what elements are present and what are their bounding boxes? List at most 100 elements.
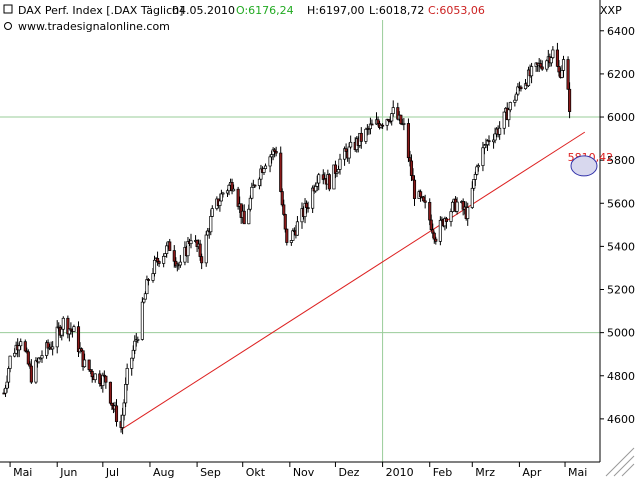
y-tick-label: 5000 (607, 327, 635, 340)
candle-body (561, 59, 566, 71)
candle-body (408, 157, 412, 162)
header-date: 04.05.2010 (172, 4, 235, 17)
candle-body (200, 256, 204, 264)
candle-body (253, 184, 257, 187)
trendline-layer (120, 131, 586, 431)
header-open: O:6176,24 (236, 4, 294, 17)
candles (2, 42, 572, 435)
candle-body (450, 201, 455, 212)
candle-body (146, 279, 150, 281)
x-axis-ticks: Mai Jun Jul Aug Sep Okt Nov Dez 2010 Feb Mrz Apr Mai (9, 462, 587, 479)
x-tick-label: Jul (105, 466, 119, 479)
candle-body (13, 352, 17, 357)
candle-body (104, 375, 108, 383)
candle-body (221, 192, 225, 195)
candle-body (412, 179, 417, 199)
candle-body (5, 381, 9, 389)
candle-body (262, 168, 266, 173)
candle-body (530, 66, 534, 77)
candle-body (122, 402, 126, 416)
y-tick-label: 5200 (607, 284, 635, 297)
candle-body (344, 148, 348, 152)
candle-body (280, 191, 284, 206)
candle-body (227, 184, 231, 192)
candle-body (555, 49, 559, 67)
candle-body (551, 49, 555, 59)
candle-body (61, 317, 65, 330)
candle-body (189, 240, 193, 244)
candle-body (449, 211, 453, 222)
candle-body (218, 200, 222, 206)
candle-body (34, 360, 38, 383)
candle-body (466, 207, 470, 219)
candle-body (168, 241, 172, 251)
candle-body (51, 346, 55, 350)
candle-body (125, 368, 129, 385)
candle-body (402, 123, 406, 125)
candle-body (481, 147, 485, 166)
candle-body (143, 293, 147, 300)
candle-body (29, 365, 33, 383)
candle-body (423, 200, 427, 203)
candle-body (26, 351, 30, 365)
grip-line (613, 455, 635, 477)
annotation-layer: 5810,42 (568, 151, 613, 177)
grip-line (621, 463, 635, 477)
candle-body (473, 173, 477, 180)
candle-body (157, 261, 161, 264)
candle-body (136, 339, 140, 341)
gridlines (0, 20, 600, 462)
x-tick-label: Mai (13, 466, 32, 479)
candle-body (145, 279, 149, 295)
candle-body (274, 151, 278, 154)
candle-body (219, 193, 223, 202)
candle-body (568, 88, 572, 112)
candle-body (399, 114, 403, 125)
candle-body (370, 123, 374, 126)
candle-body (390, 113, 394, 122)
candle-body (406, 123, 410, 159)
x-tick-label: Apr (522, 466, 542, 479)
candle-body (83, 359, 87, 368)
candle-body (209, 216, 213, 233)
candle-body (151, 273, 155, 281)
y-axis-ticks: 4600 4800 5000 5200 5400 5600 5800 6000 6200 6400 (600, 25, 635, 426)
candle-body (498, 127, 502, 135)
candle-body (178, 261, 182, 266)
candle-body (476, 165, 480, 168)
x-tick-label: 2010 (386, 466, 414, 479)
copyright-icon (4, 22, 12, 30)
candle-body (315, 182, 319, 187)
candle-body (40, 355, 44, 359)
candle-body (268, 156, 272, 167)
candle-body (540, 66, 544, 70)
candle-body (475, 166, 479, 175)
candle-body (557, 65, 561, 73)
candle-body (263, 165, 268, 169)
candle-body (508, 102, 512, 111)
trendline-handle-marker (570, 155, 598, 177)
candle-body (165, 245, 169, 254)
candle-body (419, 191, 423, 198)
header-low: L:6018,72 (369, 4, 424, 17)
candle-body (295, 221, 299, 236)
candle-body (93, 373, 97, 381)
candle-body (131, 349, 135, 359)
candle-body (172, 250, 176, 262)
x-tick-label: Feb (433, 466, 452, 479)
candle-body (317, 174, 321, 184)
header-close: C:6053,06 (428, 4, 485, 17)
y-tick-label: 5600 (607, 197, 635, 210)
candle-body (204, 234, 208, 264)
candle-body (566, 59, 570, 90)
candle-body (336, 169, 341, 173)
candle-body (163, 253, 167, 257)
candle-body (502, 111, 506, 129)
grip-line (605, 447, 635, 477)
candle-body (549, 57, 553, 64)
candle-body (210, 208, 214, 217)
candle-body (283, 214, 287, 230)
candle-body (7, 368, 11, 383)
y-tick-label: 5800 (607, 154, 635, 167)
